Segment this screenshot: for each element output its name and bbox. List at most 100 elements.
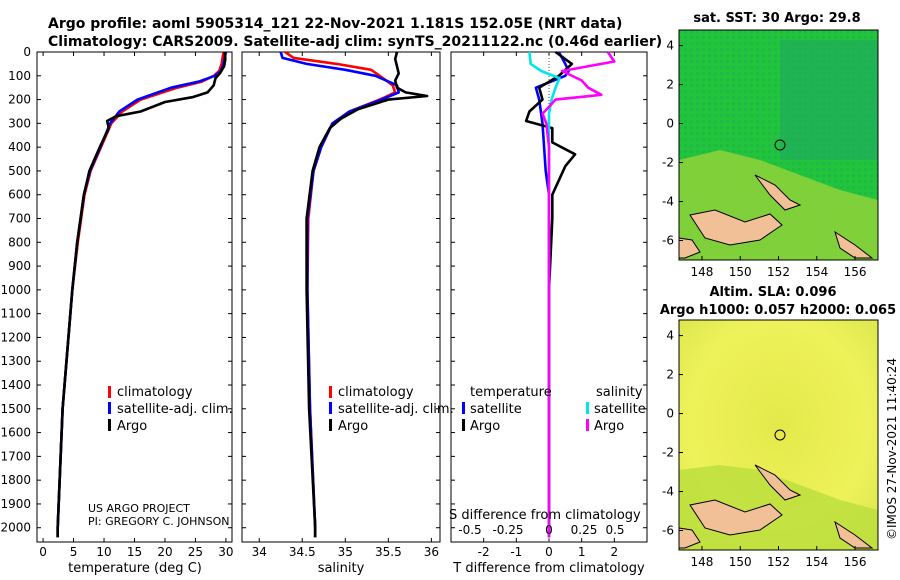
temperature-xlabel: temperature (deg C) [68,561,202,576]
depth-tick-label: 400 [8,140,31,154]
salinity-panel [241,51,441,543]
map-y-tick-label: 4 [666,329,674,343]
argo-position-marker [774,429,786,441]
depth-tick-label: 500 [8,164,31,178]
depth-tick-label: 800 [8,235,31,249]
depth-tick-label: 0 [23,45,31,59]
legend-swatch-satellite [108,402,111,414]
map-y-tick-label: 0 [666,117,674,131]
x-tick-label: 35.5 [375,545,402,559]
depth-tick-label: 1900 [0,497,31,511]
x-tick-label: 1 [578,545,586,559]
x-tick-label: 10 [96,545,111,559]
series-line-satellite-adj-clim- [279,51,401,538]
map-x-tick-label: 152 [767,555,790,569]
map-x-tick-label: 148 [691,555,714,569]
s-tick: -0.25 [492,523,523,537]
legend-swatch-s-satellite [586,402,589,414]
difference-xlabel: T difference from climatology [452,561,645,576]
title-line1: Argo profile: aoml 5905314_121 22-Nov-20… [48,16,622,32]
legend-swatch-argo [108,419,111,431]
series-line-argo [305,51,429,538]
land-new-ireland [754,464,802,501]
legend-swatch-argo [329,419,332,431]
legend-swatch-s-argo [586,419,589,431]
x-tick-label: 36 [424,545,439,559]
depth-tick-label: 1200 [0,330,31,344]
legend-header-salinity: salinity [596,385,643,400]
depth-tick-label: 1100 [0,307,31,321]
depth-tick-label: 1000 [0,283,31,297]
s-tick: -0.5 [458,523,481,537]
salinity-legend: climatology satellite-adj. clim. Argo [329,385,454,434]
depth-tick-label: 700 [8,212,31,226]
project-note: US ARGO PROJECT [88,502,190,515]
sla-map-title-line2: Argo h1000: 0.057 h2000: 0.065 [660,303,896,318]
legend-label: satellite [470,402,522,417]
depth-tick-label: 1300 [0,354,31,368]
land-solomons [834,520,874,549]
map-x-tick-label: 150 [729,555,752,569]
map-y-tick-label: -6 [662,234,674,248]
legend-swatch-t-argo [462,419,465,431]
difference-plot: -2 -1 0 1 2 [478,50,619,559]
x-tick-label: 0 [39,545,47,559]
depth-tick-label: 1700 [0,449,31,463]
legend-label: satellite-adj. clim. [338,402,454,417]
legend-swatch-climatology [329,386,332,398]
map-y-tick-label: 0 [666,407,674,421]
map-axes: 148 150 152 154 156 4 2 0 -2 -4 -6 148 150 152 154 156 4… [662,39,866,569]
series-line-climatology [56,51,225,538]
depth-tick-label: 1800 [0,473,31,487]
x-tick-label: 25 [188,545,203,559]
x-tick-label: 0 [545,545,553,559]
depth-tick-label: 2000 [0,521,31,535]
depth-tick-label: 1400 [0,378,31,392]
legend-label: Argo [338,419,368,434]
map-y-tick-label: 4 [666,39,674,53]
legend-swatch-satellite [329,402,332,414]
map-y-tick-label: 2 [666,78,674,92]
sst-map-title: sat. SST: 30 Argo: 29.8 [693,11,860,26]
legend-label: satellite-adj. clim. [117,402,233,417]
difference-legend: temperature salinity satellite Argo sate… [462,385,646,434]
sst-cool-region [780,40,878,160]
map-x-tick-label: 156 [844,555,867,569]
series-line-argo [56,51,227,538]
x-tick-label: -2 [478,545,490,559]
s-tick: 0.5 [605,523,624,537]
salinity-plot: 34 34.5 35 35.5 36 [252,50,439,559]
temperature-plot: 0 5 10 15 20 25 30 [39,51,234,559]
depth-tick-label: 600 [8,188,31,202]
map-x-tick-label: 154 [805,555,828,569]
series-line-s-argo [541,51,616,538]
x-tick-label: 30 [218,545,233,559]
legend-swatch-t-satellite [462,402,465,414]
series-line-satellite-adj-clim- [56,51,228,538]
pi-note: PI: GREGORY C. JOHNSON [88,515,229,528]
sla-map [678,319,879,551]
legend-label: climatology [338,385,414,400]
map-x-tick-label: 154 [805,265,828,279]
land-new-ireland [754,174,802,211]
legend-swatch-climatology [108,386,111,398]
x-tick-label: 35 [338,545,353,559]
depth-tick-label: 900 [8,259,31,273]
series-line-climatology [284,50,397,538]
s-tick: 0 [545,523,553,537]
x-tick-label: 20 [157,545,172,559]
depth-tick-label: 300 [8,116,31,130]
x-tick-label: 2 [611,545,619,559]
map-y-tick-label: -4 [662,485,674,499]
legend-label: Argo [470,419,500,434]
legend-label: satellite [594,402,646,417]
legend-label: Argo [117,419,147,434]
legend-label: climatology [117,385,193,400]
depth-axis: 0 100 200 300 400 500 600 700 800 900 1000 1100 1200… [0,45,647,535]
map-y-tick-label: -2 [662,446,674,460]
depth-tick-label: 1600 [0,426,31,440]
x-tick-label: 34 [252,545,267,559]
depth-tick-label: 200 [8,93,31,107]
map-y-tick-label: -6 [662,524,674,538]
